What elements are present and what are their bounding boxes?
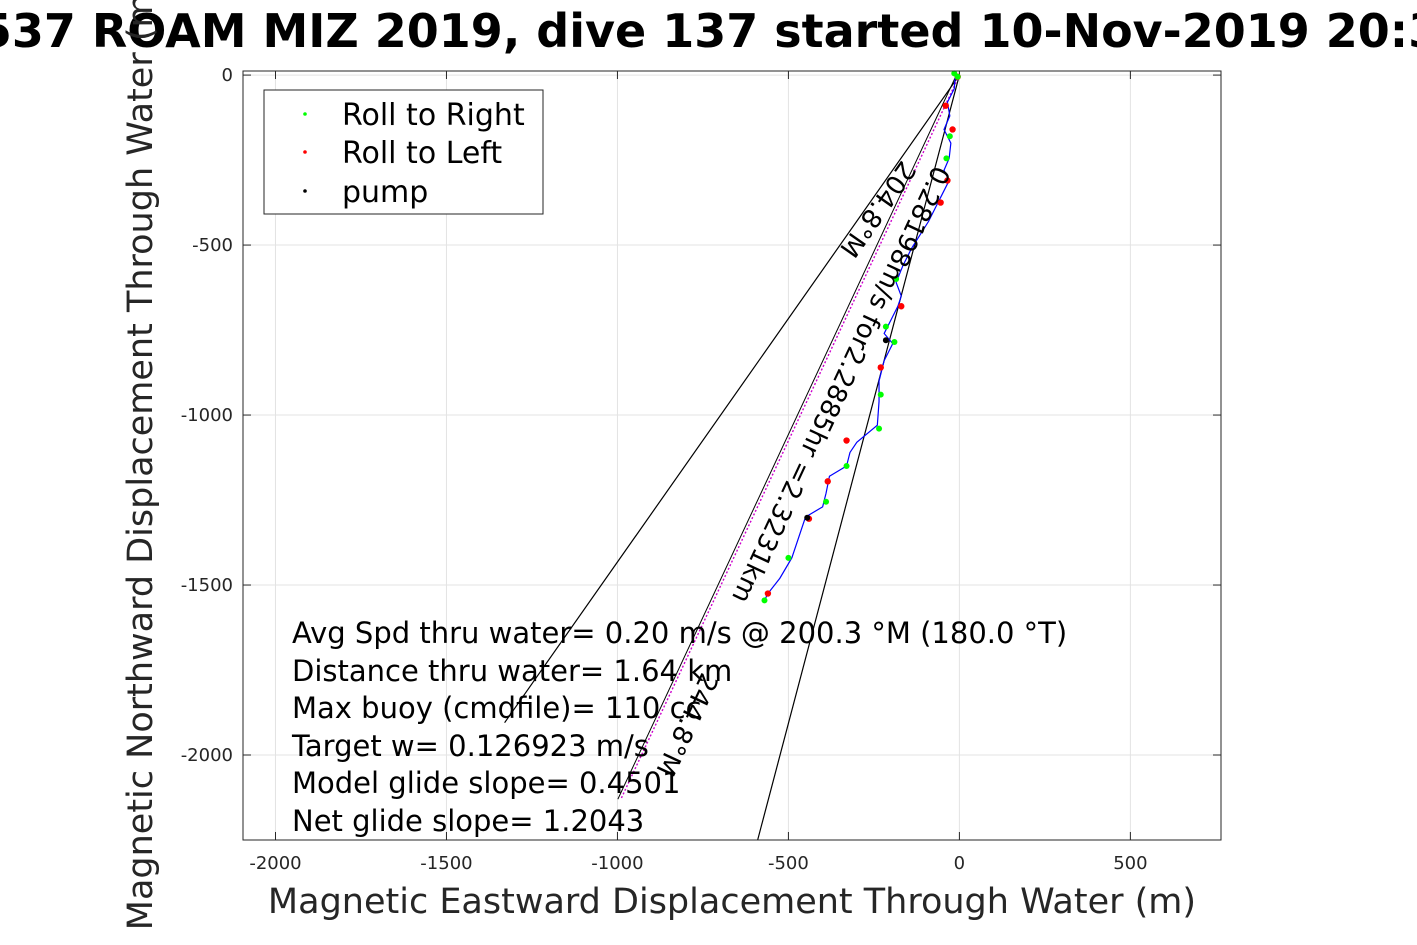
roll-right-point	[891, 338, 898, 345]
annotation-model-glide-slope: Model glide slope= 0.4501	[292, 766, 680, 800]
x-tick-label: -1000	[591, 853, 643, 874]
x-tick-label: 0	[954, 853, 965, 874]
chart-title: 537 ROAM MIZ 2019, dive 137 started 10-N…	[0, 4, 1417, 58]
legend-label-pump: pump	[342, 175, 428, 210]
legend-label-roll-right: Roll to Right	[342, 98, 525, 133]
heading-line-244	[617, 74, 957, 800]
legend-label-roll-left: Roll to Left	[342, 136, 502, 171]
roll-right-point	[943, 155, 950, 162]
y-tick-label: -2000	[181, 745, 233, 766]
y-tick-label: -1500	[181, 575, 233, 596]
y-axis-ticks: 0 -500 -1000 -1500 -2000	[181, 65, 1221, 766]
x-tick-label: 500	[1113, 853, 1147, 874]
x-tick-label: -1500	[420, 853, 472, 874]
y-tick-label: 0	[222, 65, 233, 86]
roll-left-point	[824, 478, 831, 485]
legend-marker-roll-right	[303, 112, 307, 116]
roll-right-point	[877, 391, 884, 398]
annotation-net-glide-slope: Net glide slope= 1.2043	[292, 804, 644, 838]
dive-track	[763, 75, 956, 601]
heading-line-magenta	[620, 74, 961, 800]
legend-box	[263, 89, 544, 215]
roll-left-point	[949, 126, 956, 133]
heading-line-204	[504, 74, 960, 724]
roll-left-point	[942, 102, 949, 109]
grid-lines	[243, 71, 1221, 840]
y-axis-label: Magnetic Northward Displacement Through …	[121, 0, 161, 930]
roll-left-point	[944, 177, 951, 184]
roll-left-point	[764, 590, 772, 597]
roll-right-point	[954, 73, 961, 80]
y-tick-label: -1000	[181, 405, 233, 426]
stats-annotations: Avg Spd thru water= 0.20 m/s @ 200.3 °M …	[291, 616, 1067, 838]
roll-left-point	[843, 437, 850, 444]
plot-border	[242, 70, 1222, 841]
x-tick-label: -2000	[249, 853, 301, 874]
legend-marker-roll-left	[303, 150, 307, 154]
roll-left-point	[937, 199, 944, 206]
annotation-max-buoy: Max buoy (cmdfile)= 110 cc	[292, 691, 701, 725]
heading-lines	[504, 74, 961, 841]
roll-right-point	[823, 498, 830, 505]
heading-line-edge	[757, 74, 960, 841]
roll-right-point	[893, 276, 900, 283]
roll-right-point	[946, 133, 953, 140]
y-tick-label: -500	[192, 235, 233, 256]
annotation-target-w: Target w= 0.126923 m/s	[291, 729, 649, 763]
annotation-distance: Distance thru water= 1.64 km	[292, 654, 732, 688]
pump-point	[882, 337, 889, 344]
legend: Roll to Right Roll to Left pump	[263, 89, 544, 215]
pump-point	[804, 514, 811, 521]
roll-left-point	[877, 364, 884, 371]
x-axis-ticks: -2000 -1500 -1000 -500 0 500	[249, 71, 1148, 874]
roll-right-point	[761, 597, 768, 604]
x-axis-label: Magnetic Eastward Displacement Through W…	[268, 882, 1196, 922]
roll-right-point	[843, 463, 850, 470]
roll-markers	[761, 70, 961, 604]
roll-left-point	[898, 303, 905, 310]
roll-right-point	[876, 425, 883, 432]
annotation-avg-speed: Avg Spd thru water= 0.20 m/s @ 200.3 °M …	[292, 616, 1067, 650]
legend-marker-pump	[303, 189, 307, 193]
roll-right-point	[785, 554, 792, 561]
roll-right-point	[882, 323, 889, 330]
x-tick-label: -500	[768, 853, 809, 874]
